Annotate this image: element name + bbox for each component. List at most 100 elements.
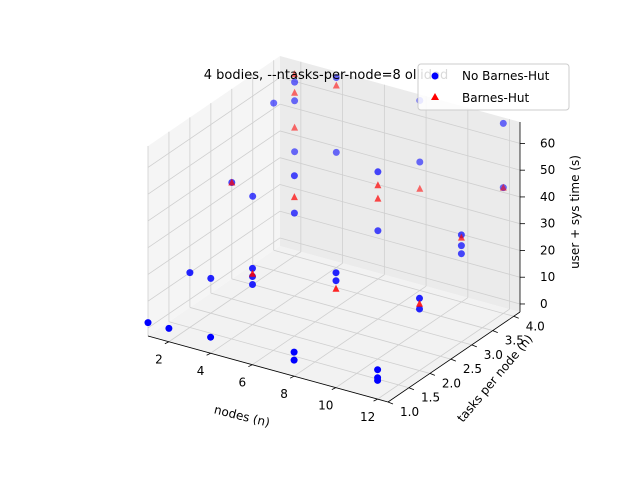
z-axis-label: user + sys time (s) [568,155,582,269]
point-no-barnes-hut [249,281,256,288]
point-barnes-hut [228,178,236,186]
point-barnes-hut [332,81,340,89]
legend-marker-no-barnes-hut [431,72,439,80]
point-no-barnes-hut [457,242,465,250]
grid-line-y [189,307,431,374]
grid-line-z [147,210,281,302]
grid-line-y [210,292,451,360]
point-barnes-hut [416,299,423,307]
x-tick-mark [206,352,211,356]
grid-line-z [147,77,281,168]
point-no-barnes-hut [457,250,465,258]
point-no-barnes-hut [249,264,256,272]
y-tick-mark [513,315,519,319]
y-axis-line [387,311,521,403]
z-tick-label: 40 [540,190,555,204]
point-barnes-hut [291,70,299,78]
x-tick-label: 4 [197,364,205,378]
legend-label-barnes-hut: Barnes-Hut [462,91,530,105]
grid-line-z [147,157,281,249]
x-tick-label: 8 [280,387,288,401]
grid-line-z [279,103,521,171]
data-points [144,70,507,384]
x-axis-label: nodes (n) [213,402,272,429]
point-no-barnes-hut [374,366,382,374]
y-tick-mark [408,387,415,391]
x-tick-mark [164,341,170,345]
tick-labels: 2 4 6 8 10 12 1.01.52.02.53.03.54.0 0 10 20 30 40 50… [155,136,555,424]
y-tick-mark [471,344,477,348]
point-barnes-hut [291,88,299,96]
x-tick-mark [373,398,378,402]
point-barnes-hut [374,194,382,202]
point-no-barnes-hut [290,172,298,180]
legend-label-no-barnes-hut: No Barnes-Hut [462,69,550,83]
y-tick-label: 2.5 [463,362,482,376]
point-no-barnes-hut [144,319,152,327]
grid-line-z [147,184,281,275]
point-no-barnes-hut [416,305,423,313]
point-no-barnes-hut [290,209,298,217]
grid-line-z [147,130,281,222]
point-barnes-hut [499,183,507,191]
x-tick-label: 10 [318,399,333,413]
point-no-barnes-hut [332,74,340,81]
y-tick-label: 1.5 [421,391,440,405]
point-no-barnes-hut [291,78,299,86]
point-no-barnes-hut [332,148,340,156]
legend: No Barnes-Hut Barnes-Hut [417,63,570,111]
side-pane [148,56,280,336]
x-axis-line [147,335,389,403]
z-tick-label: 50 [540,163,555,177]
grid-line-z [279,157,521,225]
grid-line-y [231,278,472,346]
point-barnes-hut [457,233,465,241]
grid-line-y [273,249,514,317]
point-barnes-hut [249,269,256,277]
grid-line-z [279,130,521,198]
z-tick-label: 20 [540,244,555,258]
grid-line-y [168,321,410,389]
z-tick-label: 10 [540,270,555,284]
x-tick-label: 6 [238,376,246,390]
legend-marker-barnes-hut [431,93,439,100]
grid-line-z [279,237,521,305]
y-tick-label: 1.0 [400,405,419,419]
floor-pane [148,246,520,402]
grid-line-z [279,210,521,278]
x-tick-mark [289,375,295,379]
z-tick-label: 30 [540,217,555,231]
y-tick-label: 3.0 [484,348,503,362]
y-tick-mark [492,330,498,333]
point-no-barnes-hut [290,356,298,364]
point-no-barnes-hut [270,99,278,107]
point-no-barnes-hut [499,119,507,127]
x-tick-mark [331,387,337,391]
axis-lines [147,122,521,403]
point-no-barnes-hut [332,277,340,285]
point-no-barnes-hut [165,324,173,332]
point-barnes-hut [332,284,340,292]
point-no-barnes-hut [374,227,382,235]
y-tick-label: 3.5 [505,334,524,348]
grid-line-y [252,264,493,331]
point-no-barnes-hut [249,192,257,200]
grid-line-z [147,103,281,195]
point-no-barnes-hut [186,269,194,277]
point-barnes-hut [374,181,382,189]
point-no-barnes-hut [374,374,382,382]
point-no-barnes-hut [207,274,215,282]
point-no-barnes-hut [291,97,299,105]
z-tick-label: 60 [540,136,555,150]
point-barnes-hut [416,184,424,192]
chart-title: 4 bodies, --ntasks-per-node=8 ollided [204,68,448,83]
legend-frame [417,63,570,111]
point-no-barnes-hut [291,148,299,156]
y-tick-mark [429,373,436,376]
grid-line-x [168,251,302,343]
grid-line-x [377,308,510,400]
grid-lines [147,60,521,403]
z-tick-label: 0 [540,297,548,311]
y-tick-mark [387,401,394,405]
